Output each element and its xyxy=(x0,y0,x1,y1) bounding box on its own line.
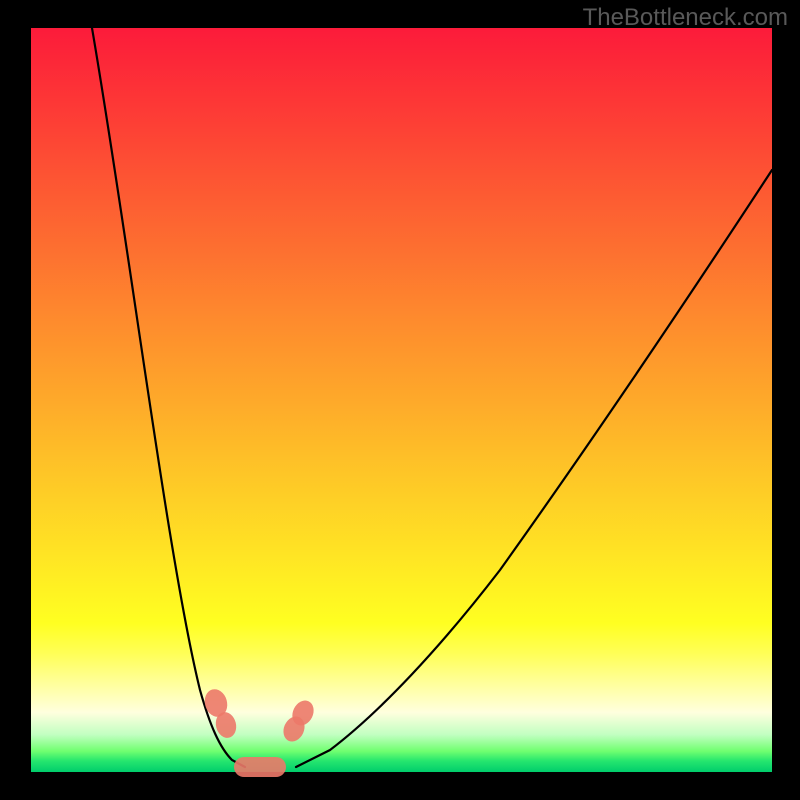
plot-background xyxy=(31,28,772,772)
marker-bar xyxy=(234,757,286,777)
watermark-text: TheBottleneck.com xyxy=(583,4,788,32)
chart-canvas: TheBottleneck.com xyxy=(0,0,800,800)
plot-svg xyxy=(0,0,800,800)
